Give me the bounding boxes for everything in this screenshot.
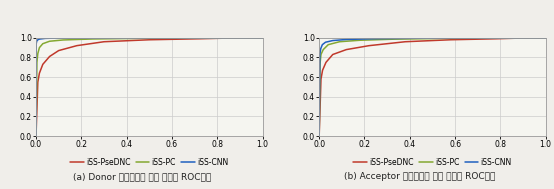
iSS-CNN xyxy=(316,53,323,56)
iSS-PseDNC xyxy=(237,37,243,39)
Legend: iSS-PseDNC, iSS-PC, iSS-CNN: iSS-PseDNC, iSS-PC, iSS-CNN xyxy=(353,158,512,167)
iSS-CNN xyxy=(474,37,481,39)
iSS-PseDNC xyxy=(39,63,46,65)
iSS-CNN xyxy=(74,37,80,39)
iSS-PC xyxy=(39,43,46,45)
iSS-PC xyxy=(34,61,40,64)
Line: iSS-PC: iSS-PC xyxy=(36,38,263,136)
iSS-PC xyxy=(191,37,198,39)
iSS-PC xyxy=(316,135,322,137)
iSS-PseDNC xyxy=(447,39,454,41)
iSS-CNN xyxy=(372,38,379,40)
iSS-PseDNC xyxy=(47,55,53,58)
Legend: iSS-PseDNC, iSS-PC, iSS-CNN: iSS-PseDNC, iSS-PC, iSS-CNN xyxy=(70,158,229,167)
iSS-CNN xyxy=(343,38,350,41)
iSS-PC xyxy=(135,37,141,40)
iSS-PC xyxy=(391,38,397,40)
iSS-PseDNC xyxy=(316,135,322,137)
iSS-CNN xyxy=(259,37,266,39)
iSS-PC xyxy=(89,38,96,40)
iSS-PC xyxy=(47,40,53,42)
iSS-CNN xyxy=(418,37,424,39)
iSS-PseDNC xyxy=(402,41,408,43)
iSS-PC xyxy=(33,135,39,137)
Line: iSS-PseDNC: iSS-PseDNC xyxy=(319,38,546,136)
iSS-CNN xyxy=(33,135,39,137)
iSS-PC xyxy=(317,62,324,64)
iSS-CNN xyxy=(322,41,329,43)
iSS-PseDNC xyxy=(34,81,41,83)
iSS-PseDNC xyxy=(493,38,499,40)
iSS-PC xyxy=(325,43,331,46)
iSS-CNN xyxy=(34,39,41,41)
iSS-PC xyxy=(237,37,243,39)
Line: iSS-PseDNC: iSS-PseDNC xyxy=(36,38,263,136)
Line: iSS-CNN: iSS-CNN xyxy=(36,38,263,136)
iSS-PseDNC xyxy=(343,48,350,51)
iSS-PseDNC xyxy=(259,37,266,39)
iSS-PseDNC xyxy=(146,39,152,41)
iSS-PC xyxy=(36,46,43,49)
iSS-PseDNC xyxy=(196,38,202,40)
iSS-CNN xyxy=(542,37,549,39)
iSS-CNN xyxy=(520,37,526,39)
iSS-PC xyxy=(320,48,326,51)
Line: iSS-PC: iSS-PC xyxy=(319,38,546,136)
iSS-PC xyxy=(436,37,443,40)
iSS-PseDNC xyxy=(526,37,533,39)
iSS-CNN xyxy=(36,38,43,40)
iSS-PC xyxy=(60,39,66,41)
iSS-PC xyxy=(317,53,324,56)
iSS-PC xyxy=(484,37,490,39)
iSS-PseDNC xyxy=(319,69,326,71)
iSS-PseDNC xyxy=(33,135,39,137)
iSS-PC xyxy=(357,39,363,41)
iSS-CNN xyxy=(319,43,326,46)
iSS-CNN xyxy=(119,37,125,39)
Line: iSS-CNN: iSS-CNN xyxy=(319,38,546,136)
iSS-CNN xyxy=(180,37,187,39)
iSS-CNN xyxy=(42,37,48,40)
iSS-PC xyxy=(542,37,549,39)
iSS-PseDNC xyxy=(317,78,324,80)
iSS-CNN xyxy=(330,40,336,42)
iSS-CNN xyxy=(51,37,58,39)
iSS-PseDNC xyxy=(542,37,549,39)
iSS-PC xyxy=(34,52,41,55)
iSS-CNN xyxy=(232,37,239,39)
iSS-PseDNC xyxy=(330,53,336,56)
iSS-PC xyxy=(520,37,526,39)
iSS-PC xyxy=(336,41,343,43)
iSS-CNN xyxy=(316,135,322,137)
Text: (a) Donor 스플라이싱 위치 예측의 ROC공선: (a) Donor 스플라이싱 위치 예측의 ROC공선 xyxy=(73,172,212,181)
iSS-PseDNC xyxy=(101,41,107,43)
Text: (b) Acceptor 스플라이싱 위치 예측의 ROC공선: (b) Acceptor 스플라이싱 위치 예측의 ROC공선 xyxy=(343,172,495,181)
iSS-PseDNC xyxy=(55,50,62,52)
iSS-PseDNC xyxy=(74,45,80,47)
iSS-CNN xyxy=(33,40,40,42)
iSS-PseDNC xyxy=(322,61,329,64)
iSS-CNN xyxy=(317,47,324,50)
iSS-PC xyxy=(259,37,266,39)
iSS-PseDNC xyxy=(36,72,43,74)
iSS-PseDNC xyxy=(366,45,372,47)
iSS-CNN xyxy=(33,43,39,45)
